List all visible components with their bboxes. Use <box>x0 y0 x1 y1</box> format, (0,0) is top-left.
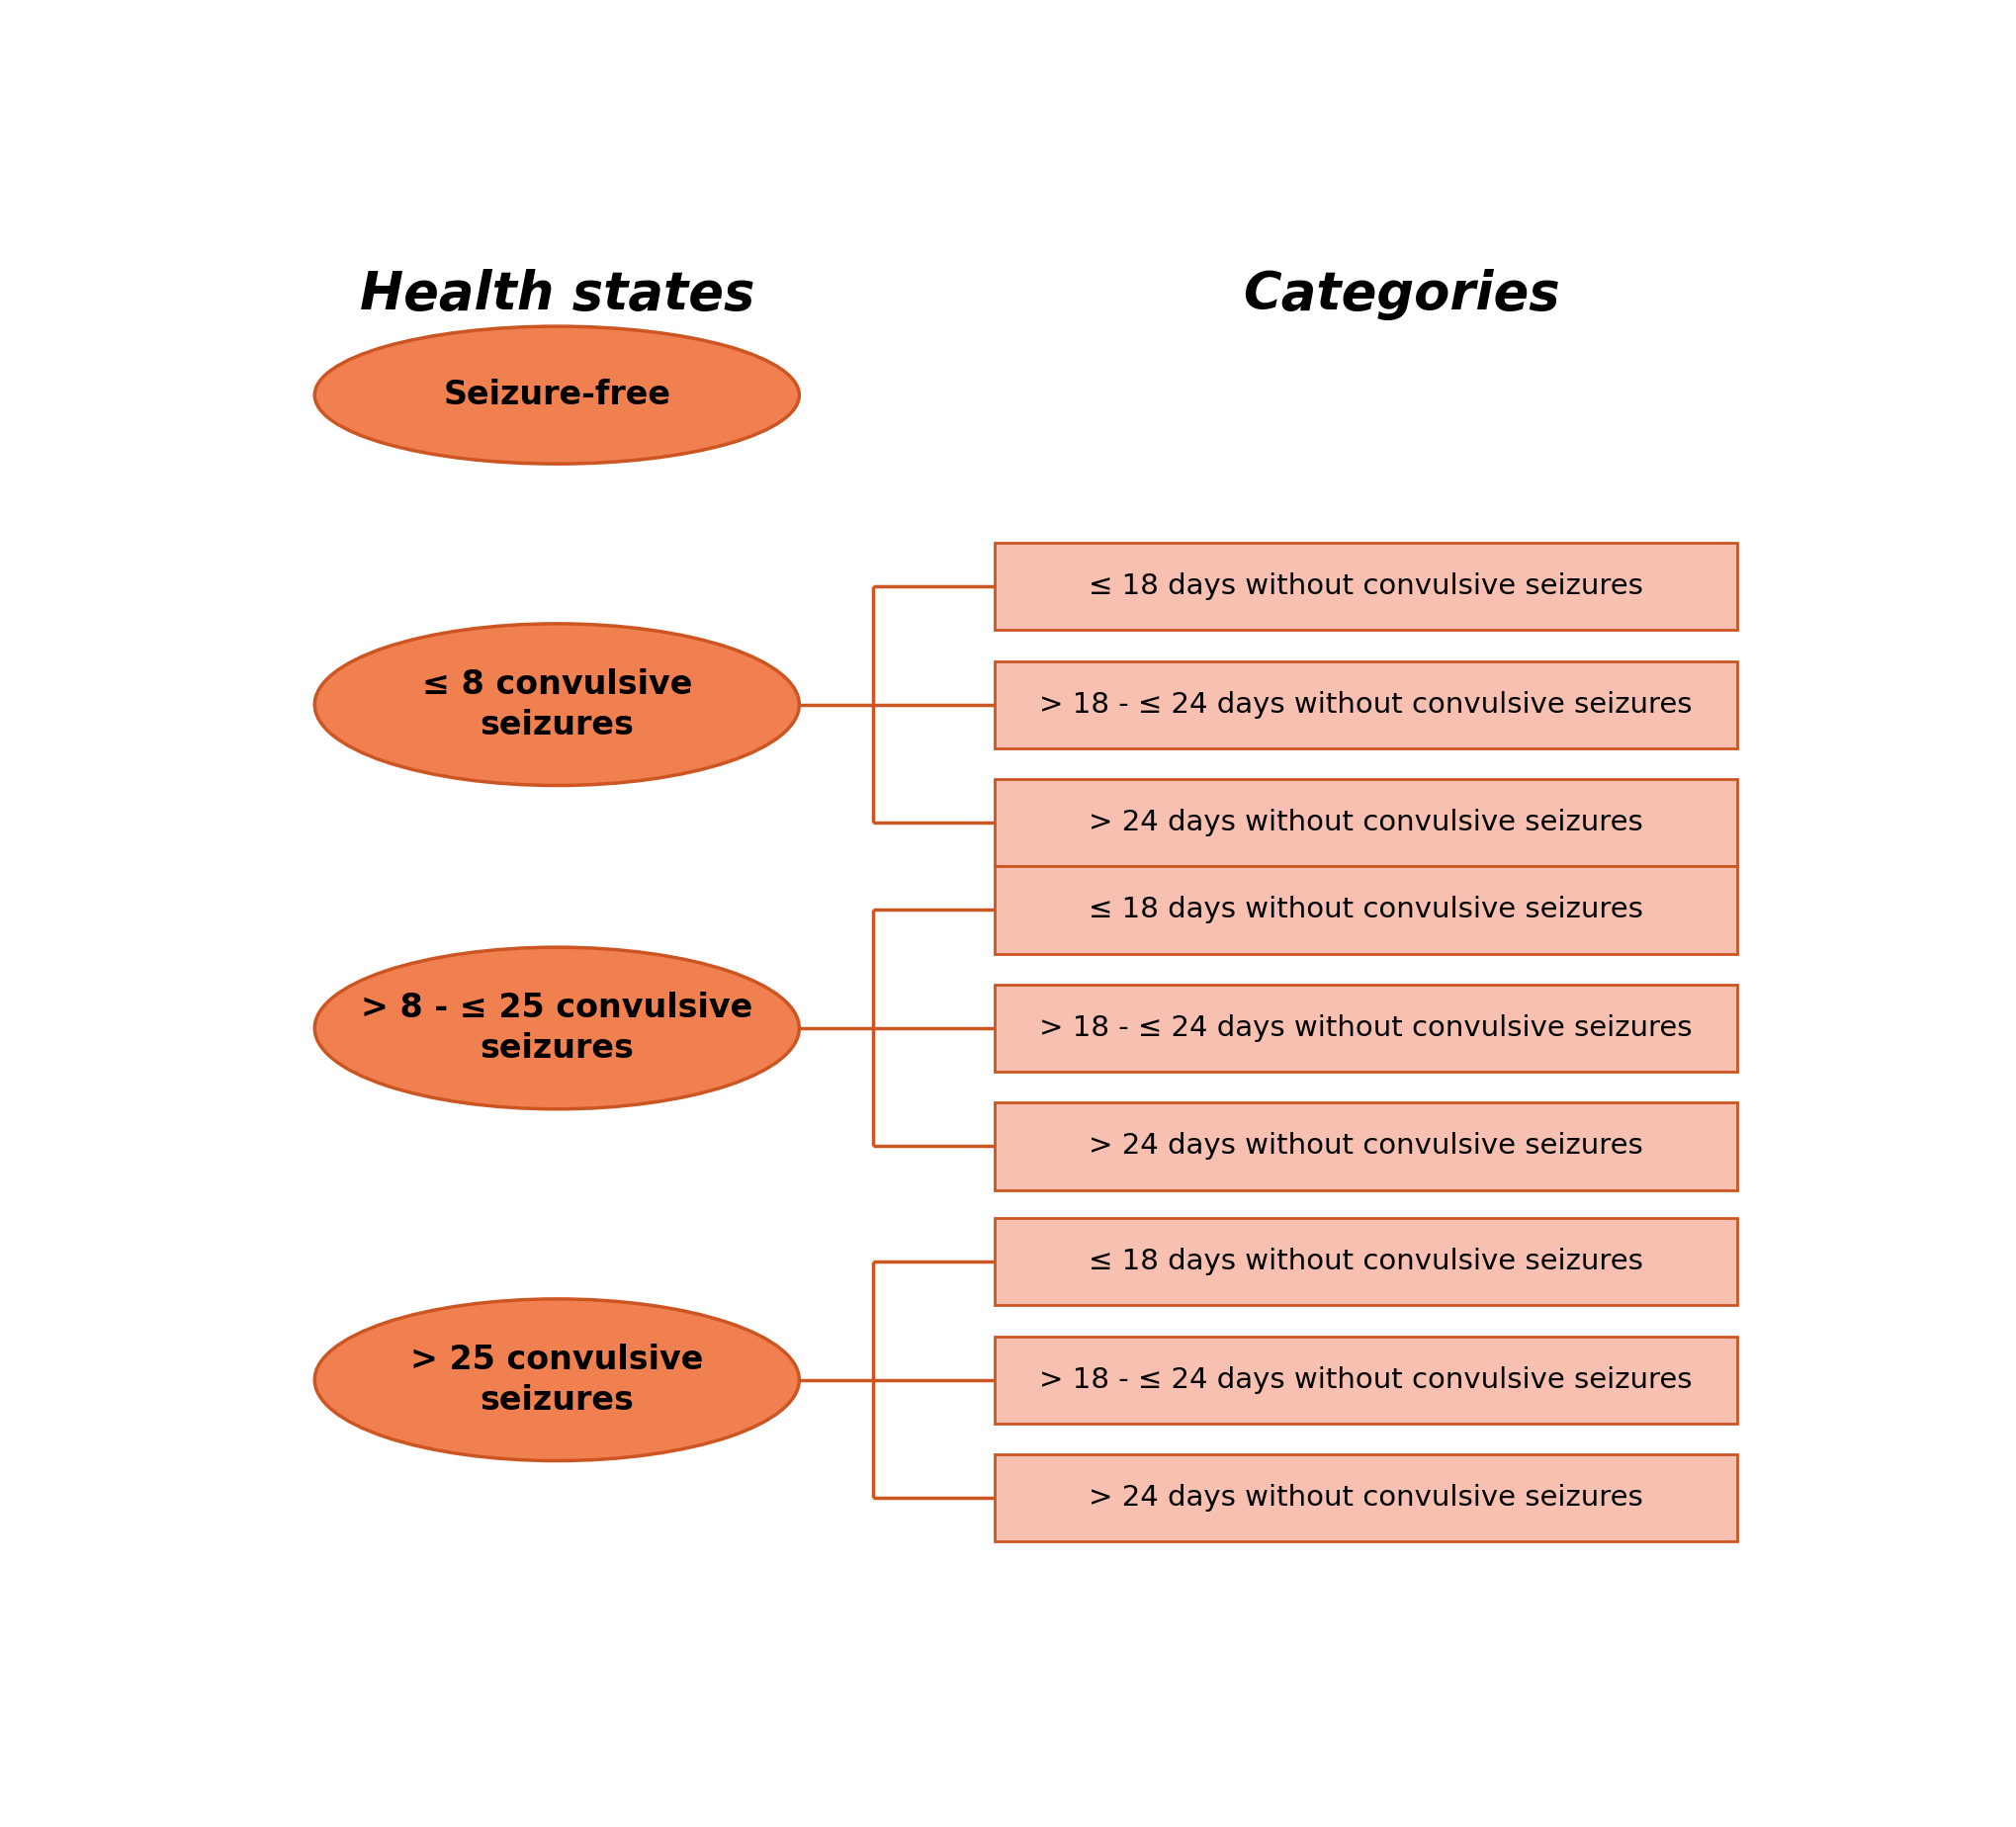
Text: ≤ 18 days without convulsive seizures: ≤ 18 days without convulsive seizures <box>1089 572 1643 601</box>
FancyBboxPatch shape <box>994 778 1736 866</box>
Text: > 24 days without convulsive seizures: > 24 days without convulsive seizures <box>1089 1484 1643 1513</box>
Text: ≤ 8 convulsive
seizures: ≤ 8 convulsive seizures <box>421 669 691 742</box>
FancyBboxPatch shape <box>994 1219 1736 1304</box>
Text: ≤ 18 days without convulsive seizures: ≤ 18 days without convulsive seizures <box>1089 1248 1643 1275</box>
Text: ≤ 18 days without convulsive seizures: ≤ 18 days without convulsive seizures <box>1089 895 1643 924</box>
Text: Categories: Categories <box>1242 269 1558 320</box>
Text: > 24 days without convulsive seizures: > 24 days without convulsive seizures <box>1089 1133 1643 1160</box>
Text: > 24 days without convulsive seizures: > 24 days without convulsive seizures <box>1089 809 1643 837</box>
Ellipse shape <box>314 946 798 1109</box>
Text: Health states: Health states <box>359 269 754 320</box>
FancyBboxPatch shape <box>994 866 1736 954</box>
Ellipse shape <box>314 623 798 786</box>
Text: > 18 - ≤ 24 days without convulsive seizures: > 18 - ≤ 24 days without convulsive seiz… <box>1038 1014 1691 1041</box>
Text: > 18 - ≤ 24 days without convulsive seizures: > 18 - ≤ 24 days without convulsive seiz… <box>1038 691 1691 718</box>
FancyBboxPatch shape <box>994 1454 1736 1542</box>
Ellipse shape <box>314 327 798 464</box>
FancyBboxPatch shape <box>994 985 1736 1072</box>
Ellipse shape <box>314 1299 798 1462</box>
FancyBboxPatch shape <box>994 543 1736 630</box>
FancyBboxPatch shape <box>994 661 1736 749</box>
Text: Seizure-free: Seizure-free <box>444 378 669 411</box>
FancyBboxPatch shape <box>994 1336 1736 1423</box>
Text: > 25 convulsive
seizures: > 25 convulsive seizures <box>409 1343 704 1416</box>
Text: > 18 - ≤ 24 days without convulsive seizures: > 18 - ≤ 24 days without convulsive seiz… <box>1038 1367 1691 1394</box>
FancyBboxPatch shape <box>994 1104 1736 1189</box>
Text: > 8 - ≤ 25 convulsive
seizures: > 8 - ≤ 25 convulsive seizures <box>361 992 752 1065</box>
